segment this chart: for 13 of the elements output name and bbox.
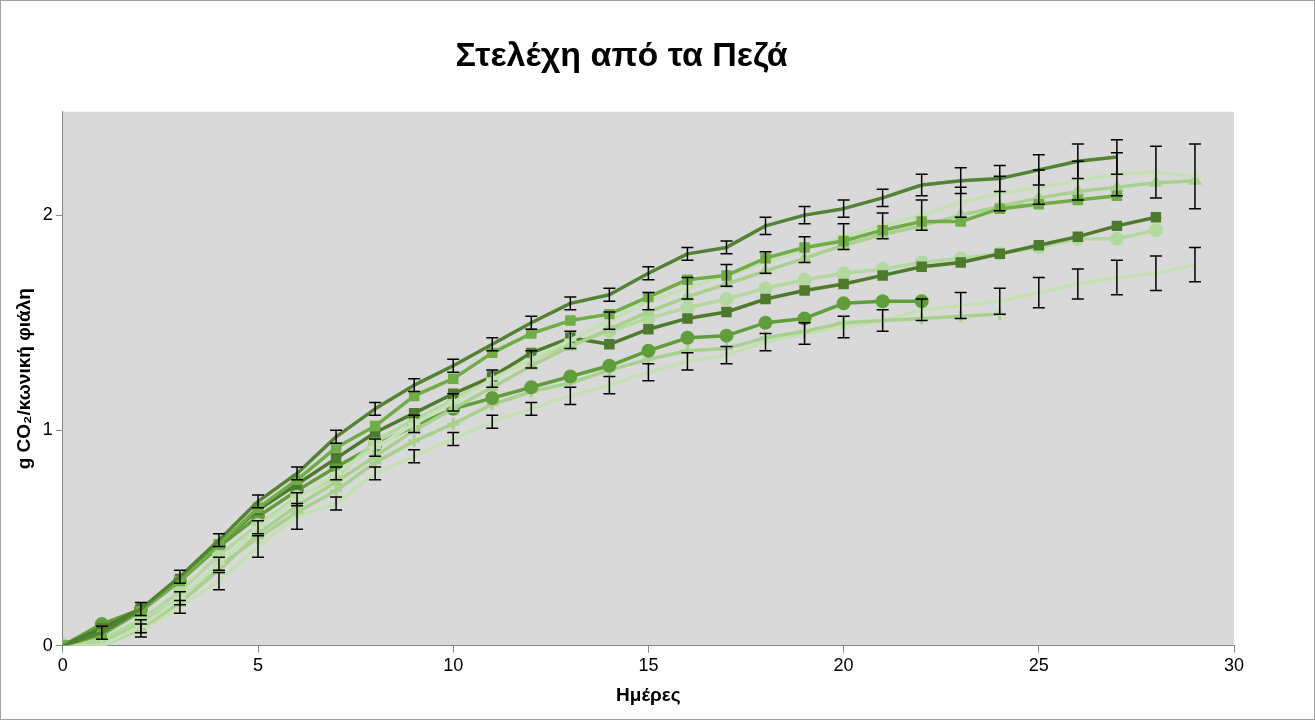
x-tick-label: 5	[253, 655, 264, 676]
chart-title: Στελέχη από τα Πεζά	[455, 34, 788, 73]
y-tick-label: 2	[42, 204, 53, 225]
x-axis-title: Ημέρες	[616, 683, 681, 705]
x-tick-label: 20	[833, 655, 854, 676]
x-tick-label: 15	[638, 655, 659, 676]
x-tick-label: 10	[443, 655, 464, 676]
y-tick-label: 1	[42, 419, 53, 440]
x-tick-label: 0	[57, 655, 68, 676]
y-axis-title: g CO₂/κωνική φιάλη	[12, 288, 34, 470]
y-tick-label: 0	[42, 634, 53, 655]
x-tick-label: 30	[1223, 655, 1245, 676]
x-tick-label: 25	[1028, 655, 1049, 676]
